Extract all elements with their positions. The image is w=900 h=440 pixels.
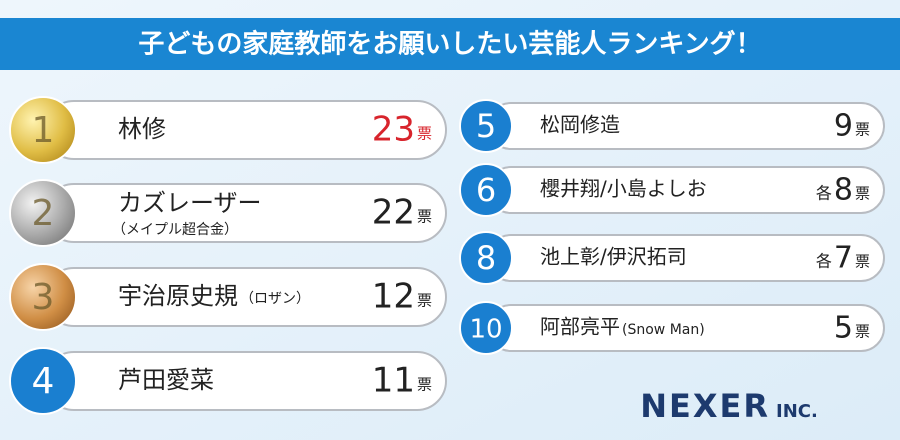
rank-badge (9, 347, 77, 415)
person-name: 宇治原史規 (118, 282, 238, 310)
vote-count: 9 (834, 109, 853, 144)
vote-count: 8 (834, 173, 853, 208)
rank-number: 3 (32, 277, 55, 318)
person-note: （ロザン） (240, 291, 310, 307)
rank-badge (459, 231, 513, 285)
vote-unit: 票 (417, 125, 432, 143)
rank-number: 2 (32, 193, 55, 234)
vote-count: 7 (834, 241, 853, 276)
vote-unit: 票 (417, 292, 432, 310)
rank-number: 5 (476, 107, 496, 145)
vote-prefix: 各 (816, 252, 832, 271)
person-name: 林修 (118, 115, 166, 143)
person-note: （メイプル超合金） (112, 222, 238, 238)
rank-number: 4 (32, 361, 55, 402)
title: 子どもの家庭教師をお願いしたい芸能人ランキング！ (138, 29, 761, 60)
title-banner (0, 18, 900, 70)
vote-unit: 票 (417, 376, 432, 394)
person-name: カズレーザー (118, 189, 262, 217)
vote-prefix: 各 (816, 184, 832, 203)
rank-number: 6 (476, 171, 496, 209)
vote-unit: 票 (855, 253, 870, 271)
vote-count: 11 (372, 361, 415, 401)
rank-badge (9, 179, 77, 247)
person-name: 松岡修造 (540, 113, 620, 137)
person-name: 阿部亮平 (540, 315, 620, 339)
person-name: 芦田愛菜 (118, 366, 214, 394)
vote-unit: 票 (855, 323, 870, 341)
vote-count: 12 (372, 277, 415, 317)
logo-name: NEXER (640, 387, 770, 425)
rank-badge (459, 301, 513, 355)
vote-count: 22 (372, 193, 415, 233)
vote-count: 5 (834, 311, 853, 346)
person-name: 櫻井翔/小島よしお (540, 177, 707, 201)
person-note: (Snow Man) (622, 322, 705, 338)
vote-count: 23 (372, 110, 415, 150)
logo-suffix: INC. (776, 401, 818, 422)
vote-unit: 票 (855, 185, 870, 203)
vote-unit: 票 (417, 208, 432, 226)
rank-badge (9, 96, 77, 164)
rank-badge (459, 163, 513, 217)
vote-unit: 票 (855, 121, 870, 139)
rank-number: 1 (32, 110, 55, 151)
rank-badge (459, 99, 513, 153)
rank-number: 10 (469, 315, 502, 345)
rank-badge (9, 263, 77, 331)
rank-number: 8 (476, 239, 496, 277)
person-name: 池上彰/伊沢拓司 (540, 245, 687, 269)
